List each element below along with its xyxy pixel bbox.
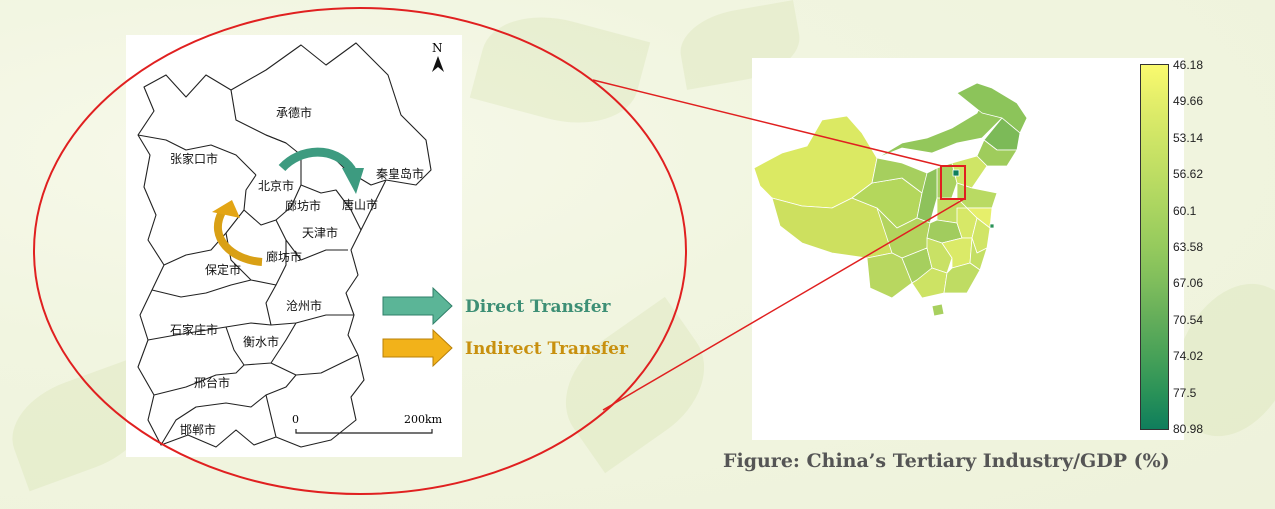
indirect-transfer-arrowhead-icon (212, 200, 240, 218)
shanghai-highlight-dot (989, 223, 995, 229)
direct-transfer-arrowhead-icon (342, 168, 364, 194)
beijing-highlight-dot (952, 169, 960, 177)
city-label-handan: 邯郸市 (180, 423, 217, 437)
legend-indirect-label: Indirect Transfer (465, 339, 628, 359)
city-label-tangshan: 唐山市 (342, 198, 379, 212)
regional-map-panel (126, 35, 462, 457)
scale-end-label: 200km (404, 413, 443, 426)
colorbar-gradient (1141, 65, 1168, 429)
connector-line-top (592, 79, 943, 167)
legend-direct-arrow-icon (382, 286, 453, 326)
colorbar-tick: 74.02 (1173, 349, 1204, 363)
city-label-langfang-north: 廊坊市 (285, 199, 322, 213)
china-map-svg (753, 82, 1028, 317)
colorbar-tick: 60.1 (1173, 204, 1197, 218)
zoom-ellipse (33, 7, 687, 495)
city-label-xingtai: 邢台市 (194, 376, 231, 390)
direct-transfer-curve-icon (278, 147, 356, 173)
city-label-chengde: 承德市 (276, 106, 313, 120)
colorbar-tick: 80.98 (1173, 422, 1204, 436)
city-label-zhangjiakou: 张家口市 (170, 152, 219, 166)
figure-caption: Figure: China’s Tertiary Industry/GDP (%… (723, 450, 1170, 472)
indirect-transfer-curve-icon (213, 210, 263, 266)
legend-direct-label: Direct Transfer (465, 297, 611, 317)
city-label-baoding: 保定市 (205, 263, 242, 277)
province-hainan (931, 303, 945, 317)
zoom-highlight-box (940, 165, 966, 200)
north-label: N (432, 41, 443, 55)
city-label-tianjin: 天津市 (302, 226, 339, 240)
colorbar-tick: 46.18 (1173, 58, 1204, 72)
china-map-panel (752, 58, 1184, 440)
scale-start-label: 0 (292, 413, 299, 426)
colorbar-tick: 56.62 (1173, 167, 1204, 181)
colorbar-tick: 77.5 (1173, 386, 1197, 400)
colorbar-tick: 70.54 (1173, 313, 1204, 327)
north-arrow-icon (432, 56, 444, 72)
region-outline (137, 42, 432, 448)
province-hebei (951, 155, 988, 189)
city-label-qinhuangdao: 秦皇岛市 (376, 167, 425, 181)
city-label-cangzhou: 沧州市 (286, 299, 323, 313)
city-label-beijing: 北京市 (258, 179, 295, 193)
colorbar-tick: 63.58 (1173, 240, 1204, 254)
city-label-shijiazhuang: 石家庄市 (170, 323, 219, 337)
legend-indirect-arrow-icon (382, 328, 453, 368)
province-guangdong (943, 262, 981, 294)
city-label-hengshui: 衡水市 (243, 335, 280, 349)
connector-line-bottom (602, 198, 965, 411)
colorbar (1140, 64, 1169, 430)
colorbar-tick: 49.66 (1173, 94, 1204, 108)
colorbar-tick: 53.14 (1173, 131, 1204, 145)
colorbar-tick: 67.06 (1173, 276, 1204, 290)
scale-bar (295, 429, 433, 434)
province-heilongjiang (956, 82, 1028, 134)
city-label-langfang: 廊坊市 (266, 250, 303, 264)
